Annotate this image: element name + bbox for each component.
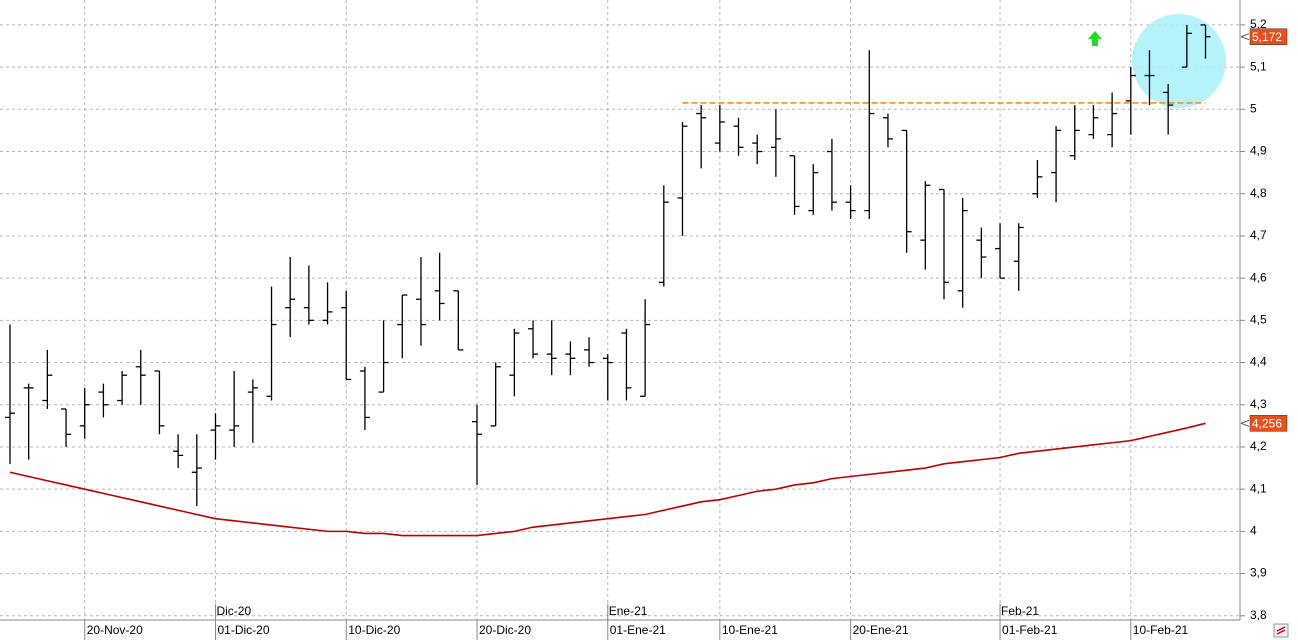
y-tick-label: 3,9 [1250, 566, 1267, 580]
x-tick-label: 10-Dic-20 [348, 623, 400, 637]
month-label: Feb-21 [1001, 604, 1039, 618]
tag-pointer [1240, 33, 1250, 41]
month-label: Ene-21 [609, 604, 648, 618]
y-tick-label: 4 [1250, 524, 1257, 538]
price-tag-label: 4,256 [1252, 416, 1282, 430]
y-tick-label: 4,4 [1250, 355, 1267, 369]
month-label: Dic-20 [216, 604, 251, 618]
up-arrow [1088, 31, 1102, 46]
y-tick-label: 5,1 [1250, 59, 1267, 73]
plot [5, 24, 1211, 537]
x-tick-label: 01-Feb-21 [1002, 623, 1058, 637]
y-tick-label: 4,6 [1250, 270, 1267, 284]
corner-icon[interactable] [1273, 623, 1289, 638]
x-tick-label: 10-Ene-21 [722, 623, 778, 637]
x-tick-label: 20-Ene-21 [853, 623, 909, 637]
price-tag [1249, 28, 1288, 45]
y-tick-label: 4,7 [1250, 228, 1267, 242]
x-tick-label: 01-Dic-20 [217, 623, 269, 637]
x-tick-label: 01-Ene-21 [610, 623, 666, 637]
y-tick-label: 4,1 [1250, 481, 1267, 495]
tag-pointer [1240, 419, 1250, 427]
y-tick-label: 5,2 [1250, 17, 1267, 31]
x-tick-label: 10-Feb-21 [1133, 623, 1189, 637]
icon-box[interactable] [1273, 623, 1289, 638]
x-tick-label: 20-Dic-20 [479, 623, 531, 637]
y-tick-label: 4,5 [1250, 313, 1267, 327]
x-tick-label: 20-Nov-20 [87, 623, 143, 637]
line-series [9, 422, 1206, 537]
y-tick-label: 4,3 [1250, 397, 1267, 411]
icon-glyph [1276, 626, 1286, 635]
y-tick-label: 4,8 [1250, 186, 1267, 200]
y-tick-label: 4,2 [1250, 439, 1267, 453]
y-tick-label: 4,9 [1250, 144, 1267, 158]
price-tag-label: 5,172 [1252, 30, 1282, 44]
y-tick-label: 3,8 [1250, 608, 1267, 622]
y-tick-label: 5 [1250, 101, 1257, 115]
highlight-circle [1132, 14, 1226, 108]
price-tag [1249, 415, 1288, 432]
